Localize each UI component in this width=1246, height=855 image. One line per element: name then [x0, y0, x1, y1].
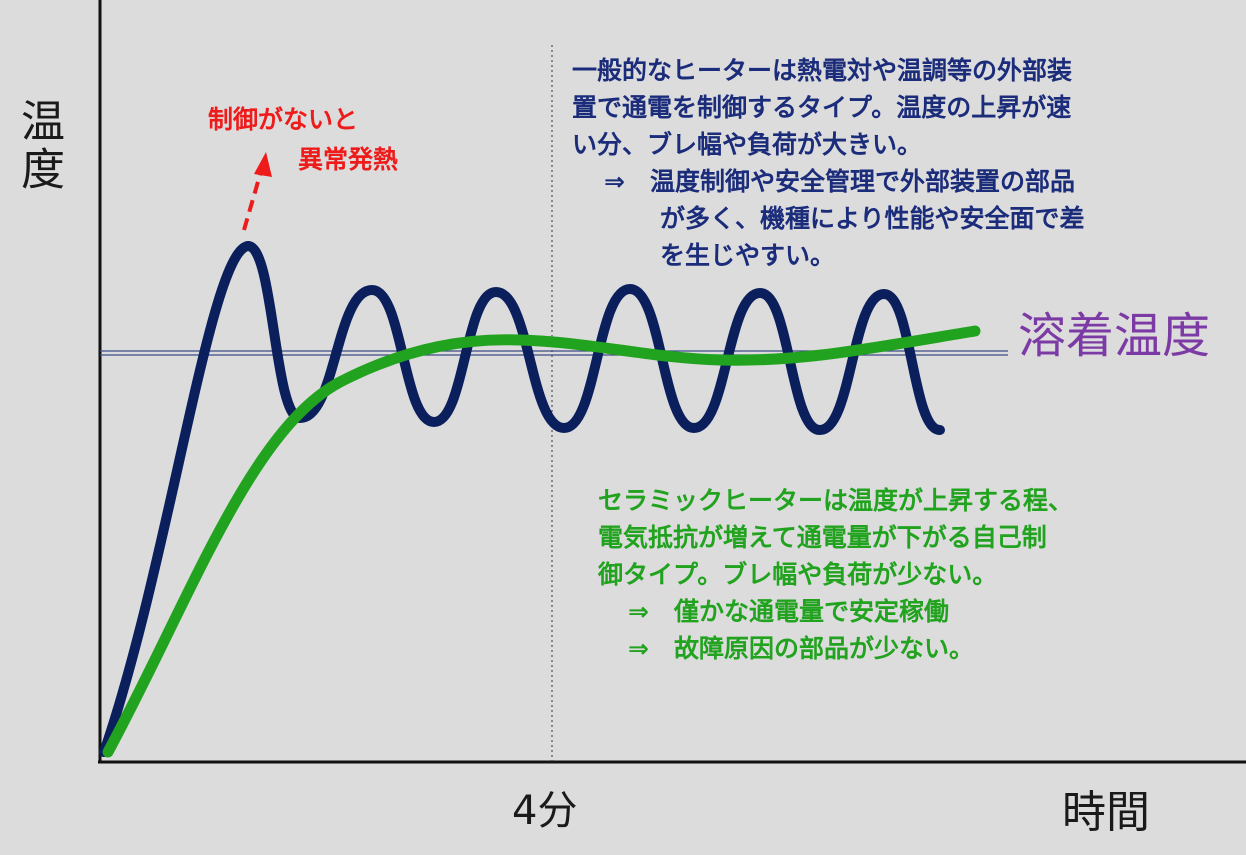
ceramic-heater-note-line: 電気抵抗が増えて通電量が下がる自己制 — [598, 523, 1047, 552]
y-axis-label: 温度 — [13, 98, 64, 194]
no-control-annotation-line2: 異常発熱 — [298, 145, 399, 174]
target-temperature-label: 溶着温度 — [1018, 308, 1211, 364]
overheat-arrow-shaft — [242, 167, 264, 231]
general-heater-note: 一般的なヒーターは熱電対や温調等の外部装 置で通電を制御するタイプ。温度の上昇が… — [572, 52, 1085, 274]
no-control-annotation-line1: 制御がないと — [208, 105, 359, 134]
series-ceramic-heater-line — [102, 325, 981, 758]
x-axis-label: 時間 — [1062, 787, 1150, 838]
general-heater-note-line: 置で通電を制御するタイプ。温度の上昇が速 — [572, 93, 1072, 122]
ceramic-heater-note-line: セラミックヒーターは温度が上昇する程、 — [598, 486, 1074, 515]
ceramic-heater-note: セラミックヒーターは温度が上昇する程、 電気抵抗が増えて通電量が下がる自己制 御… — [598, 482, 1073, 667]
general-heater-note-line: が多く、機種により性能や安全面で差 — [660, 204, 1085, 233]
general-heater-note-line: ⇒ 温度制御や安全管理で外部装置の部品 — [604, 167, 1075, 196]
x-tick-label: 4分 — [512, 788, 578, 834]
general-heater-note-line: を生じやすい。 — [660, 241, 836, 270]
ceramic-heater-note-line: 御タイプ。ブレ幅や負荷が少ない。 — [598, 560, 998, 589]
general-heater-note-line: 一般的なヒーターは熱電対や温調等の外部装 — [572, 56, 1073, 85]
ceramic-heater-note-line: ⇒ 故障原因の部品が少ない。 — [628, 634, 974, 663]
series-general-heater-line — [99, 241, 945, 757]
overheat-arrow-head — [254, 152, 272, 177]
ceramic-heater-note-line: ⇒ 僅かな通電量で安定稼働 — [628, 597, 949, 626]
general-heater-note-line: い分、ブレ幅や負荷が大きい。 — [572, 130, 923, 159]
